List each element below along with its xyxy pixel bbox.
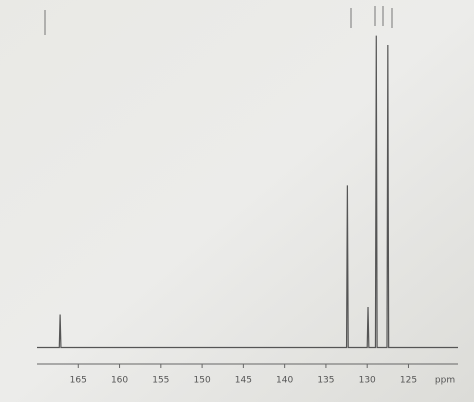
x-tick-label: 165 [70, 376, 87, 386]
x-tick-label: 140 [276, 376, 293, 386]
x-tick-label: 150 [194, 376, 211, 386]
x-tick-label: 145 [235, 376, 252, 386]
spectrum-line [37, 35, 458, 349]
x-tick-label: 130 [359, 376, 376, 386]
x-tick-label: 135 [317, 376, 334, 386]
x-tick-label: 125 [400, 376, 417, 386]
x-tick-label: 160 [111, 376, 128, 386]
x-tick-label: 155 [152, 376, 169, 386]
x-axis-label: ppm [435, 376, 455, 386]
integration-marks [44, 6, 393, 35]
